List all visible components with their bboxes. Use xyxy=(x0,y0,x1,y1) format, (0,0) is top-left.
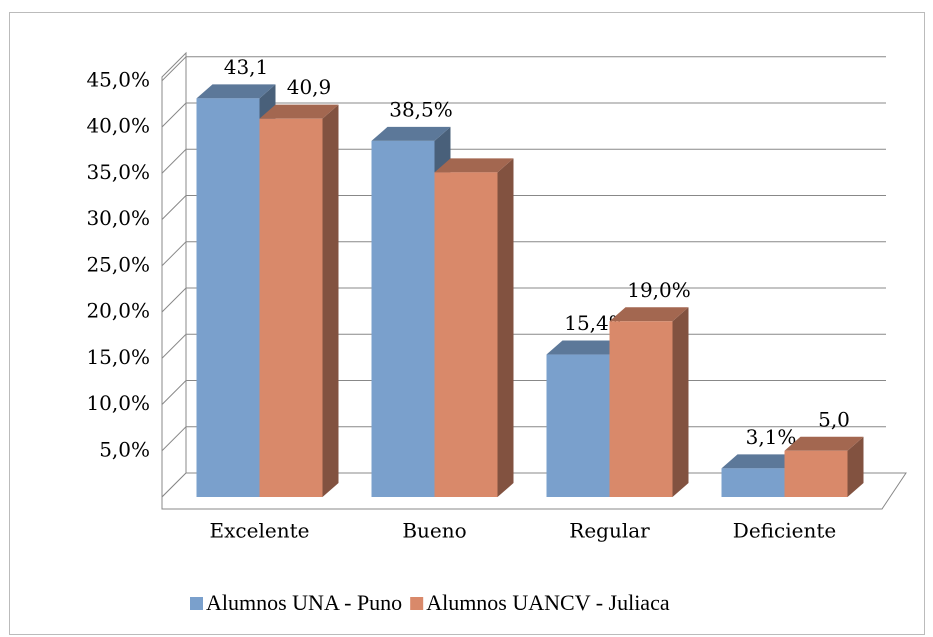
bar xyxy=(371,140,435,497)
bar-top xyxy=(721,454,801,469)
bar xyxy=(259,118,323,498)
bar xyxy=(721,468,785,497)
bar-side xyxy=(672,307,689,497)
y-tick-label: 30,0% xyxy=(86,206,150,230)
grid-line xyxy=(161,241,886,267)
back-wall xyxy=(186,53,886,473)
bar-side xyxy=(497,158,514,497)
grid-line xyxy=(161,287,886,313)
x-tick-label: Excelente xyxy=(210,519,310,543)
legend-label: Alumnos UNA - Puno xyxy=(206,590,402,615)
grid-line xyxy=(161,102,886,128)
bar xyxy=(784,450,848,497)
floor xyxy=(161,472,907,510)
bar-top xyxy=(784,436,864,451)
bar-top xyxy=(196,84,276,99)
bar-top xyxy=(434,158,514,173)
grid-line xyxy=(161,56,886,82)
grid-line xyxy=(161,195,886,220)
y-tick-label: 40,0% xyxy=(86,114,150,138)
data-label: 19,0% xyxy=(627,278,691,302)
grid-line xyxy=(161,148,886,174)
data-label: 40,9 xyxy=(287,75,332,99)
data-label: 43,1 xyxy=(224,55,269,79)
y-tick-label: 20,0% xyxy=(86,299,150,323)
x-tick-label: Deficiente xyxy=(733,519,836,543)
y-tick-label: 5,0% xyxy=(99,437,150,461)
bar-top xyxy=(609,307,689,322)
y-tick-label: 25,0% xyxy=(86,252,150,276)
bar xyxy=(546,354,610,497)
bar xyxy=(434,172,498,497)
data-label: 38,5% xyxy=(389,97,453,121)
legend-swatch xyxy=(190,597,203,610)
y-tick-label: 15,0% xyxy=(86,345,150,369)
bar-side xyxy=(847,436,864,497)
bar-side xyxy=(322,104,339,498)
legend-swatch xyxy=(410,597,424,610)
bar-top xyxy=(259,104,339,119)
legend-label: Alumnos UANCV - Juliaca xyxy=(426,590,670,615)
bar xyxy=(196,98,260,497)
legend: Alumnos UNA - Puno Alumnos UANCV - Juliac… xyxy=(190,590,670,615)
bar xyxy=(609,321,673,497)
y-tick-label: 45,0% xyxy=(86,67,150,91)
data-label: 3,1% xyxy=(746,425,797,449)
bar-top xyxy=(546,340,626,355)
bar-top xyxy=(371,126,451,141)
x-tick-label: Regular xyxy=(569,519,650,543)
x-tick-label: Bueno xyxy=(402,519,466,543)
data-label: 5,0 xyxy=(818,407,850,431)
y-tick-label: 35,0% xyxy=(86,160,150,184)
y-tick-label: 10,0% xyxy=(86,391,150,415)
